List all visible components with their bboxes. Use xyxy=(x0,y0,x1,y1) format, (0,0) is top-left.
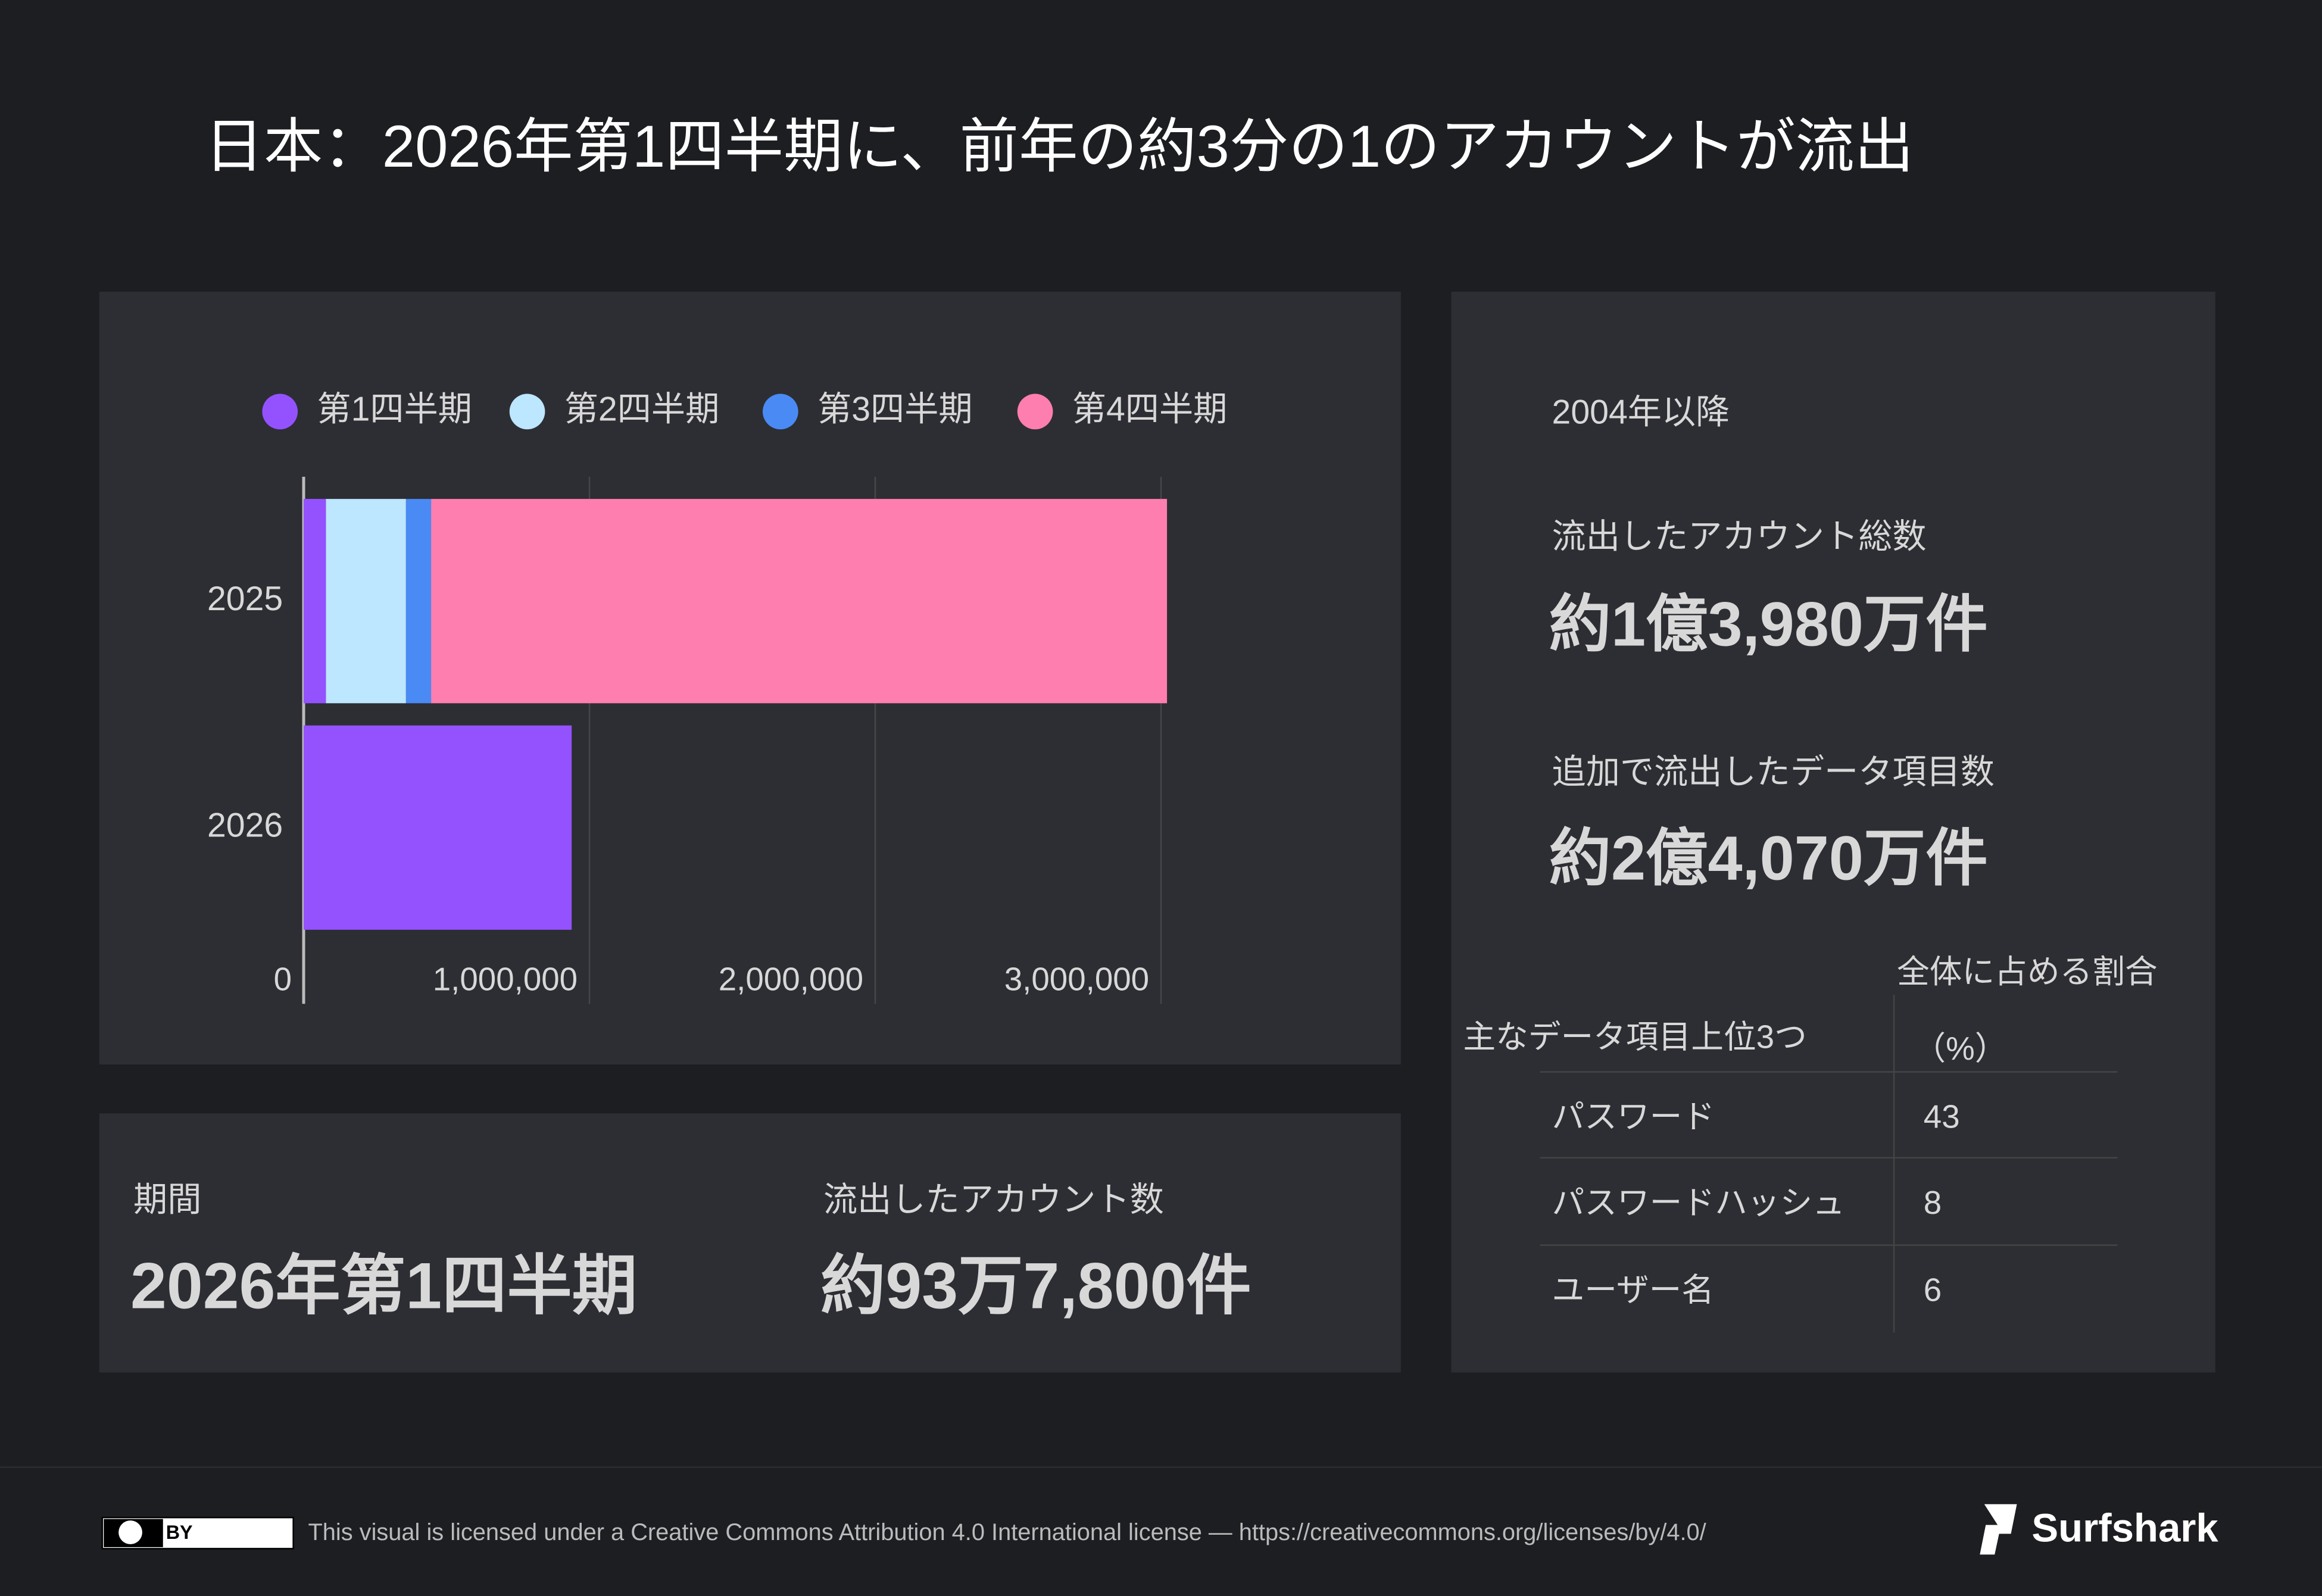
legend-label: 第1四半期 xyxy=(317,390,472,428)
extra-label: 追加で流出したデータ項目数 xyxy=(1552,753,1995,791)
bar xyxy=(304,725,572,930)
legend-swatch xyxy=(762,393,798,430)
bar xyxy=(326,499,406,704)
legend-label: 第3四半期 xyxy=(817,390,973,428)
summary-panel xyxy=(1451,291,2215,1373)
period-label: 期間 xyxy=(133,1181,201,1219)
table-header: 全体に占める割合 xyxy=(1897,953,2158,990)
table-cell: パスワードハッシュ xyxy=(1552,1184,1845,1221)
legend-swatch xyxy=(262,393,298,430)
brand: Surfshark xyxy=(2031,1506,2218,1550)
legend-label: 第2四半期 xyxy=(564,390,720,428)
accounts-value: 約93万7,800件 xyxy=(820,1250,1251,1323)
accounts-label: 流出したアカウント数 xyxy=(823,1181,1164,1219)
extra-value: 約2億4,070万件 xyxy=(1549,824,1988,894)
table-cell: ユーザー名 xyxy=(1552,1272,1714,1308)
since-label: 2004年以降 xyxy=(1552,393,1730,431)
table-header: （%） xyxy=(1913,1030,2007,1067)
legend-swatch xyxy=(509,393,545,430)
table-cell: 8 xyxy=(1924,1184,1942,1221)
table-cell: パスワード xyxy=(1552,1098,1715,1135)
table-header: 主なデータ項目上位3つ xyxy=(1463,1018,1806,1055)
y-tick-label: 2026 xyxy=(207,806,283,844)
cc-by: BY xyxy=(166,1522,193,1543)
x-tick-label: 3,000,000 xyxy=(1004,960,1149,997)
x-tick-label: 0 xyxy=(274,960,292,997)
x-tick-label: 2,000,000 xyxy=(719,960,863,997)
cc-icon xyxy=(118,1520,142,1544)
bar xyxy=(304,499,326,704)
total-label: 流出したアカウント総数 xyxy=(1552,517,1927,555)
title: 日本：2026年第1四半期に、前年の約3分の1のアカウントが流出 xyxy=(204,114,1914,180)
legend-label: 第4四半期 xyxy=(1072,390,1228,428)
table-cell: 6 xyxy=(1924,1272,1942,1308)
brand-logo xyxy=(1980,1504,2017,1555)
bar xyxy=(431,499,1168,704)
legend-swatch xyxy=(1017,393,1053,430)
period-panel xyxy=(99,1113,1401,1373)
license-text: This visual is licensed under a Creative… xyxy=(308,1519,1706,1545)
y-tick-label: 2025 xyxy=(207,580,283,618)
table-cell: 43 xyxy=(1924,1098,1960,1135)
period-value: 2026年第1四半期 xyxy=(130,1250,637,1323)
total-value: 約1億3,980万件 xyxy=(1549,590,1988,660)
x-tick-label: 1,000,000 xyxy=(433,960,578,997)
bar xyxy=(405,499,432,704)
